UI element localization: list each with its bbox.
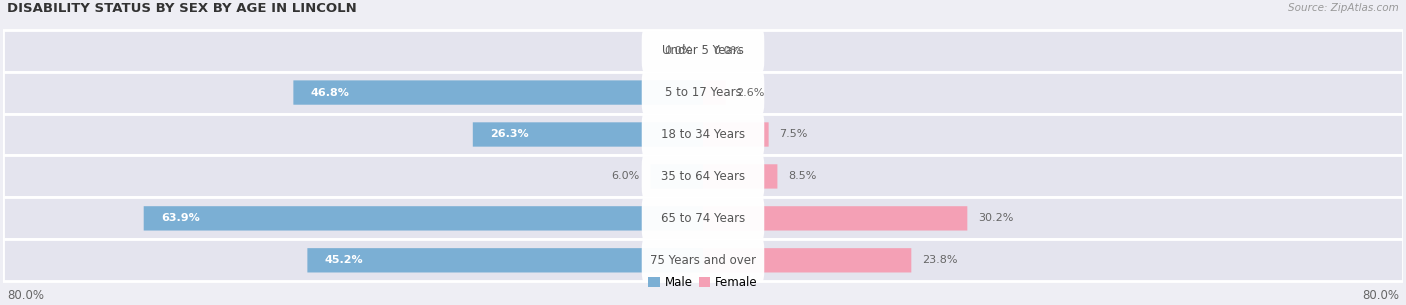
- Text: 5 to 17 Years: 5 to 17 Years: [665, 86, 741, 99]
- FancyBboxPatch shape: [703, 164, 778, 188]
- Text: 65 to 74 Years: 65 to 74 Years: [661, 212, 745, 225]
- Text: 18 to 34 Years: 18 to 34 Years: [661, 128, 745, 141]
- FancyBboxPatch shape: [294, 81, 703, 105]
- Text: 45.2%: 45.2%: [325, 255, 364, 265]
- Text: Under 5 Years: Under 5 Years: [662, 44, 744, 57]
- FancyBboxPatch shape: [3, 156, 1403, 197]
- FancyBboxPatch shape: [3, 30, 1403, 72]
- Text: 23.8%: 23.8%: [922, 255, 957, 265]
- Text: 7.5%: 7.5%: [779, 130, 807, 139]
- Text: 0.0%: 0.0%: [713, 46, 742, 56]
- Text: 26.3%: 26.3%: [491, 130, 529, 139]
- FancyBboxPatch shape: [472, 122, 703, 147]
- FancyBboxPatch shape: [703, 81, 725, 105]
- FancyBboxPatch shape: [641, 72, 765, 113]
- Text: 8.5%: 8.5%: [787, 171, 817, 181]
- FancyBboxPatch shape: [3, 113, 1403, 156]
- FancyBboxPatch shape: [308, 248, 703, 272]
- FancyBboxPatch shape: [641, 113, 765, 156]
- Text: 6.0%: 6.0%: [612, 171, 640, 181]
- FancyBboxPatch shape: [143, 206, 703, 231]
- FancyBboxPatch shape: [3, 239, 1403, 281]
- Text: 63.9%: 63.9%: [162, 214, 200, 223]
- Text: 30.2%: 30.2%: [977, 214, 1014, 223]
- Text: 2.6%: 2.6%: [737, 88, 765, 98]
- Text: 80.0%: 80.0%: [1362, 289, 1399, 302]
- FancyBboxPatch shape: [641, 239, 765, 281]
- Legend: Male, Female: Male, Female: [644, 271, 762, 294]
- Text: 46.8%: 46.8%: [311, 88, 350, 98]
- Text: Source: ZipAtlas.com: Source: ZipAtlas.com: [1288, 3, 1399, 13]
- FancyBboxPatch shape: [703, 206, 967, 231]
- Text: DISABILITY STATUS BY SEX BY AGE IN LINCOLN: DISABILITY STATUS BY SEX BY AGE IN LINCO…: [7, 2, 357, 15]
- FancyBboxPatch shape: [703, 122, 769, 147]
- FancyBboxPatch shape: [641, 156, 765, 197]
- FancyBboxPatch shape: [3, 197, 1403, 239]
- FancyBboxPatch shape: [3, 72, 1403, 113]
- Text: 35 to 64 Years: 35 to 64 Years: [661, 170, 745, 183]
- Text: 80.0%: 80.0%: [7, 289, 44, 302]
- FancyBboxPatch shape: [641, 197, 765, 239]
- FancyBboxPatch shape: [703, 248, 911, 272]
- Text: 0.0%: 0.0%: [664, 46, 693, 56]
- FancyBboxPatch shape: [651, 164, 703, 188]
- FancyBboxPatch shape: [641, 30, 765, 72]
- Text: 75 Years and over: 75 Years and over: [650, 254, 756, 267]
